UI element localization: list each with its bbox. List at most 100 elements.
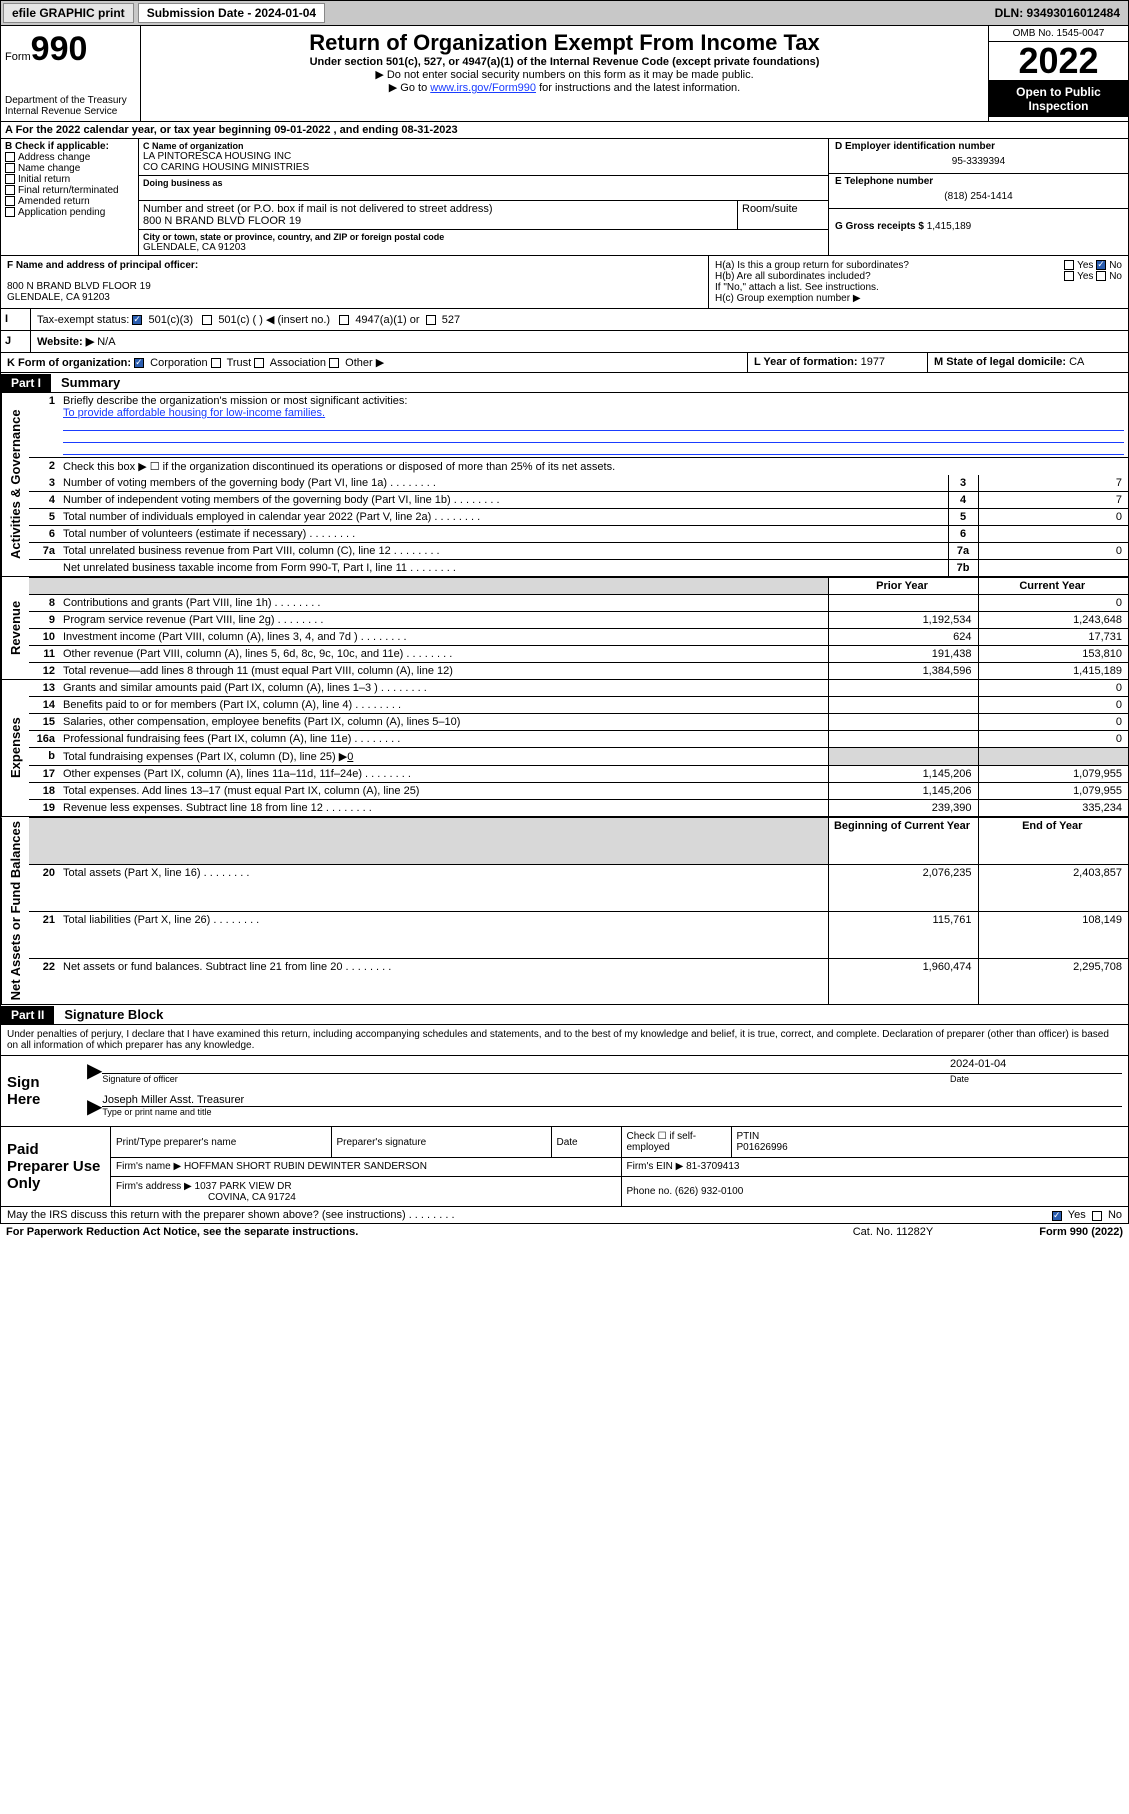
ha-no[interactable] [1096, 260, 1106, 270]
efile-print-button[interactable]: efile GRAPHIC print [3, 3, 134, 23]
col-c: C Name of organization LA PINTORESCA HOU… [139, 139, 828, 255]
j-content: Website: ▶ N/A [31, 331, 1128, 352]
l16bv: 0 [347, 751, 353, 763]
gross-receipts: 1,415,189 [927, 221, 972, 232]
c14: 0 [978, 697, 1128, 714]
hdr-curr: Current Year [978, 578, 1128, 595]
col-b: B Check if applicable: Address change Na… [1, 139, 139, 255]
p12: 1,384,596 [828, 663, 978, 680]
part2-label: Part II [1, 1006, 54, 1024]
c12: 1,415,189 [978, 663, 1128, 680]
chk-initial[interactable] [5, 174, 15, 184]
row-klm: K Form of organization: Corporation Trus… [0, 353, 1129, 373]
table-revenue: Prior YearCurrent Year 8Contributions an… [29, 577, 1128, 679]
v4: 7 [978, 492, 1128, 509]
ein: 95-3339394 [835, 152, 1122, 171]
discuss-q: May the IRS discuss this return with the… [7, 1209, 1052, 1221]
opt-address: Address change [18, 152, 90, 163]
side-netassets: Net Assets or Fund Balances [1, 817, 29, 1004]
firmaddr1: 1037 PARK VIEW DR [195, 1181, 292, 1192]
chk-527[interactable] [426, 315, 436, 325]
o-4947: 4947(a)(1) or [355, 314, 419, 326]
p19: 239,390 [828, 800, 978, 817]
firmaddr-lab: Firm's address ▶ [116, 1181, 192, 1192]
c-name-lab: C Name of organization [143, 141, 824, 151]
discuss-no[interactable] [1092, 1211, 1102, 1221]
c16a: 0 [978, 731, 1128, 748]
sig-date-lab: Date [942, 1074, 1122, 1084]
firmein-lab: Firm's EIN ▶ [627, 1161, 684, 1172]
discuss-yes[interactable] [1052, 1211, 1062, 1221]
chk-other[interactable] [329, 358, 339, 368]
l9: Program service revenue (Part VIII, line… [59, 612, 828, 629]
p9: 1,192,534 [828, 612, 978, 629]
chk-trust[interactable] [211, 358, 221, 368]
opt-pending: Application pending [18, 207, 105, 218]
tax-year: 2022 [989, 42, 1128, 81]
footer-discuss: May the IRS discuss this return with the… [0, 1207, 1129, 1224]
sign-here-label: Sign Here [1, 1056, 81, 1126]
l1-text: Briefly describe the organization's miss… [63, 395, 1124, 407]
v6 [978, 526, 1128, 543]
p21: 115,761 [828, 912, 978, 959]
dept-treasury: Department of the Treasury [5, 95, 136, 106]
chk-assoc[interactable] [254, 358, 264, 368]
block-revenue: Revenue Prior YearCurrent Year 8Contribu… [0, 577, 1129, 680]
l16a: Professional fundraising fees (Part IX, … [59, 731, 828, 748]
l4-text: Number of independent voting members of … [59, 492, 948, 509]
c8: 0 [978, 595, 1128, 612]
hc-label: H(c) Group exemption number ▶ [715, 293, 1122, 304]
header-right: OMB No. 1545-0047 2022 Open to Public In… [988, 26, 1128, 121]
g-lab: G Gross receipts $ [835, 221, 924, 232]
o-other: Other ▶ [345, 357, 384, 369]
row-a: A For the 2022 calendar year, or tax yea… [0, 122, 1129, 139]
hb-yes[interactable] [1064, 271, 1074, 281]
arrow-icon: ▶ [87, 1058, 102, 1084]
chk-501c[interactable] [202, 315, 212, 325]
l7b-text: Net unrelated business taxable income fr… [59, 560, 948, 577]
c10: 17,731 [978, 629, 1128, 646]
chk-4947[interactable] [339, 315, 349, 325]
pp-h5: PTIN [737, 1131, 760, 1142]
chk-address[interactable] [5, 152, 15, 162]
chk-501c3[interactable] [132, 315, 142, 325]
chk-amended[interactable] [5, 196, 15, 206]
firmname-lab: Firm's name ▶ [116, 1161, 181, 1172]
l10: Investment income (Part VIII, column (A)… [59, 629, 828, 646]
ha-yes[interactable] [1064, 260, 1074, 270]
state-domicile: CA [1069, 356, 1084, 368]
paid-preparer-table: Print/Type preparer's name Preparer's si… [111, 1127, 1128, 1206]
paid-preparer-block: Paid Preparer Use Only Print/Type prepar… [0, 1127, 1129, 1207]
l12: Total revenue—add lines 8 through 11 (mu… [59, 663, 828, 680]
c9: 1,243,648 [978, 612, 1128, 629]
o-corp: Corporation [150, 357, 207, 369]
block-expenses: Expenses 13Grants and similar amounts pa… [0, 680, 1129, 817]
l17: Other expenses (Part IX, column (A), lin… [59, 766, 828, 783]
l21: Total liabilities (Part X, line 26) [59, 912, 828, 959]
f-no: No [1108, 1209, 1122, 1221]
l-lab: L Year of formation: [754, 356, 858, 368]
chk-corp[interactable] [134, 358, 144, 368]
o-trust: Trust [227, 357, 252, 369]
mission-text: To provide affordable housing for low-in… [63, 407, 1124, 419]
o-527: 527 [442, 314, 460, 326]
chk-name[interactable] [5, 163, 15, 173]
form-990-footer: Form 990 (2022) [983, 1226, 1123, 1238]
block-netassets: Net Assets or Fund Balances Beginning of… [0, 817, 1129, 1005]
j-letter: J [1, 331, 31, 352]
yes-txt: Yes [1077, 260, 1093, 271]
p16a [828, 731, 978, 748]
side-expenses: Expenses [1, 680, 29, 816]
form-title-box: Return of Organization Exempt From Incom… [141, 26, 988, 121]
ssn-note: ▶ Do not enter social security numbers o… [149, 68, 980, 81]
opt-amended: Amended return [18, 196, 90, 207]
irs-link[interactable]: www.irs.gov/Form990 [430, 82, 536, 94]
hb-no[interactable] [1096, 271, 1106, 281]
year-formation: 1977 [861, 356, 885, 368]
chk-pending[interactable] [5, 207, 15, 217]
p15 [828, 714, 978, 731]
chk-final[interactable] [5, 185, 15, 195]
opt-final: Final return/terminated [18, 185, 119, 196]
org-name-2: CO CARING HOUSING MINISTRIES [143, 162, 824, 173]
i-content: Tax-exempt status: 501(c)(3) 501(c) ( ) … [31, 309, 1128, 330]
